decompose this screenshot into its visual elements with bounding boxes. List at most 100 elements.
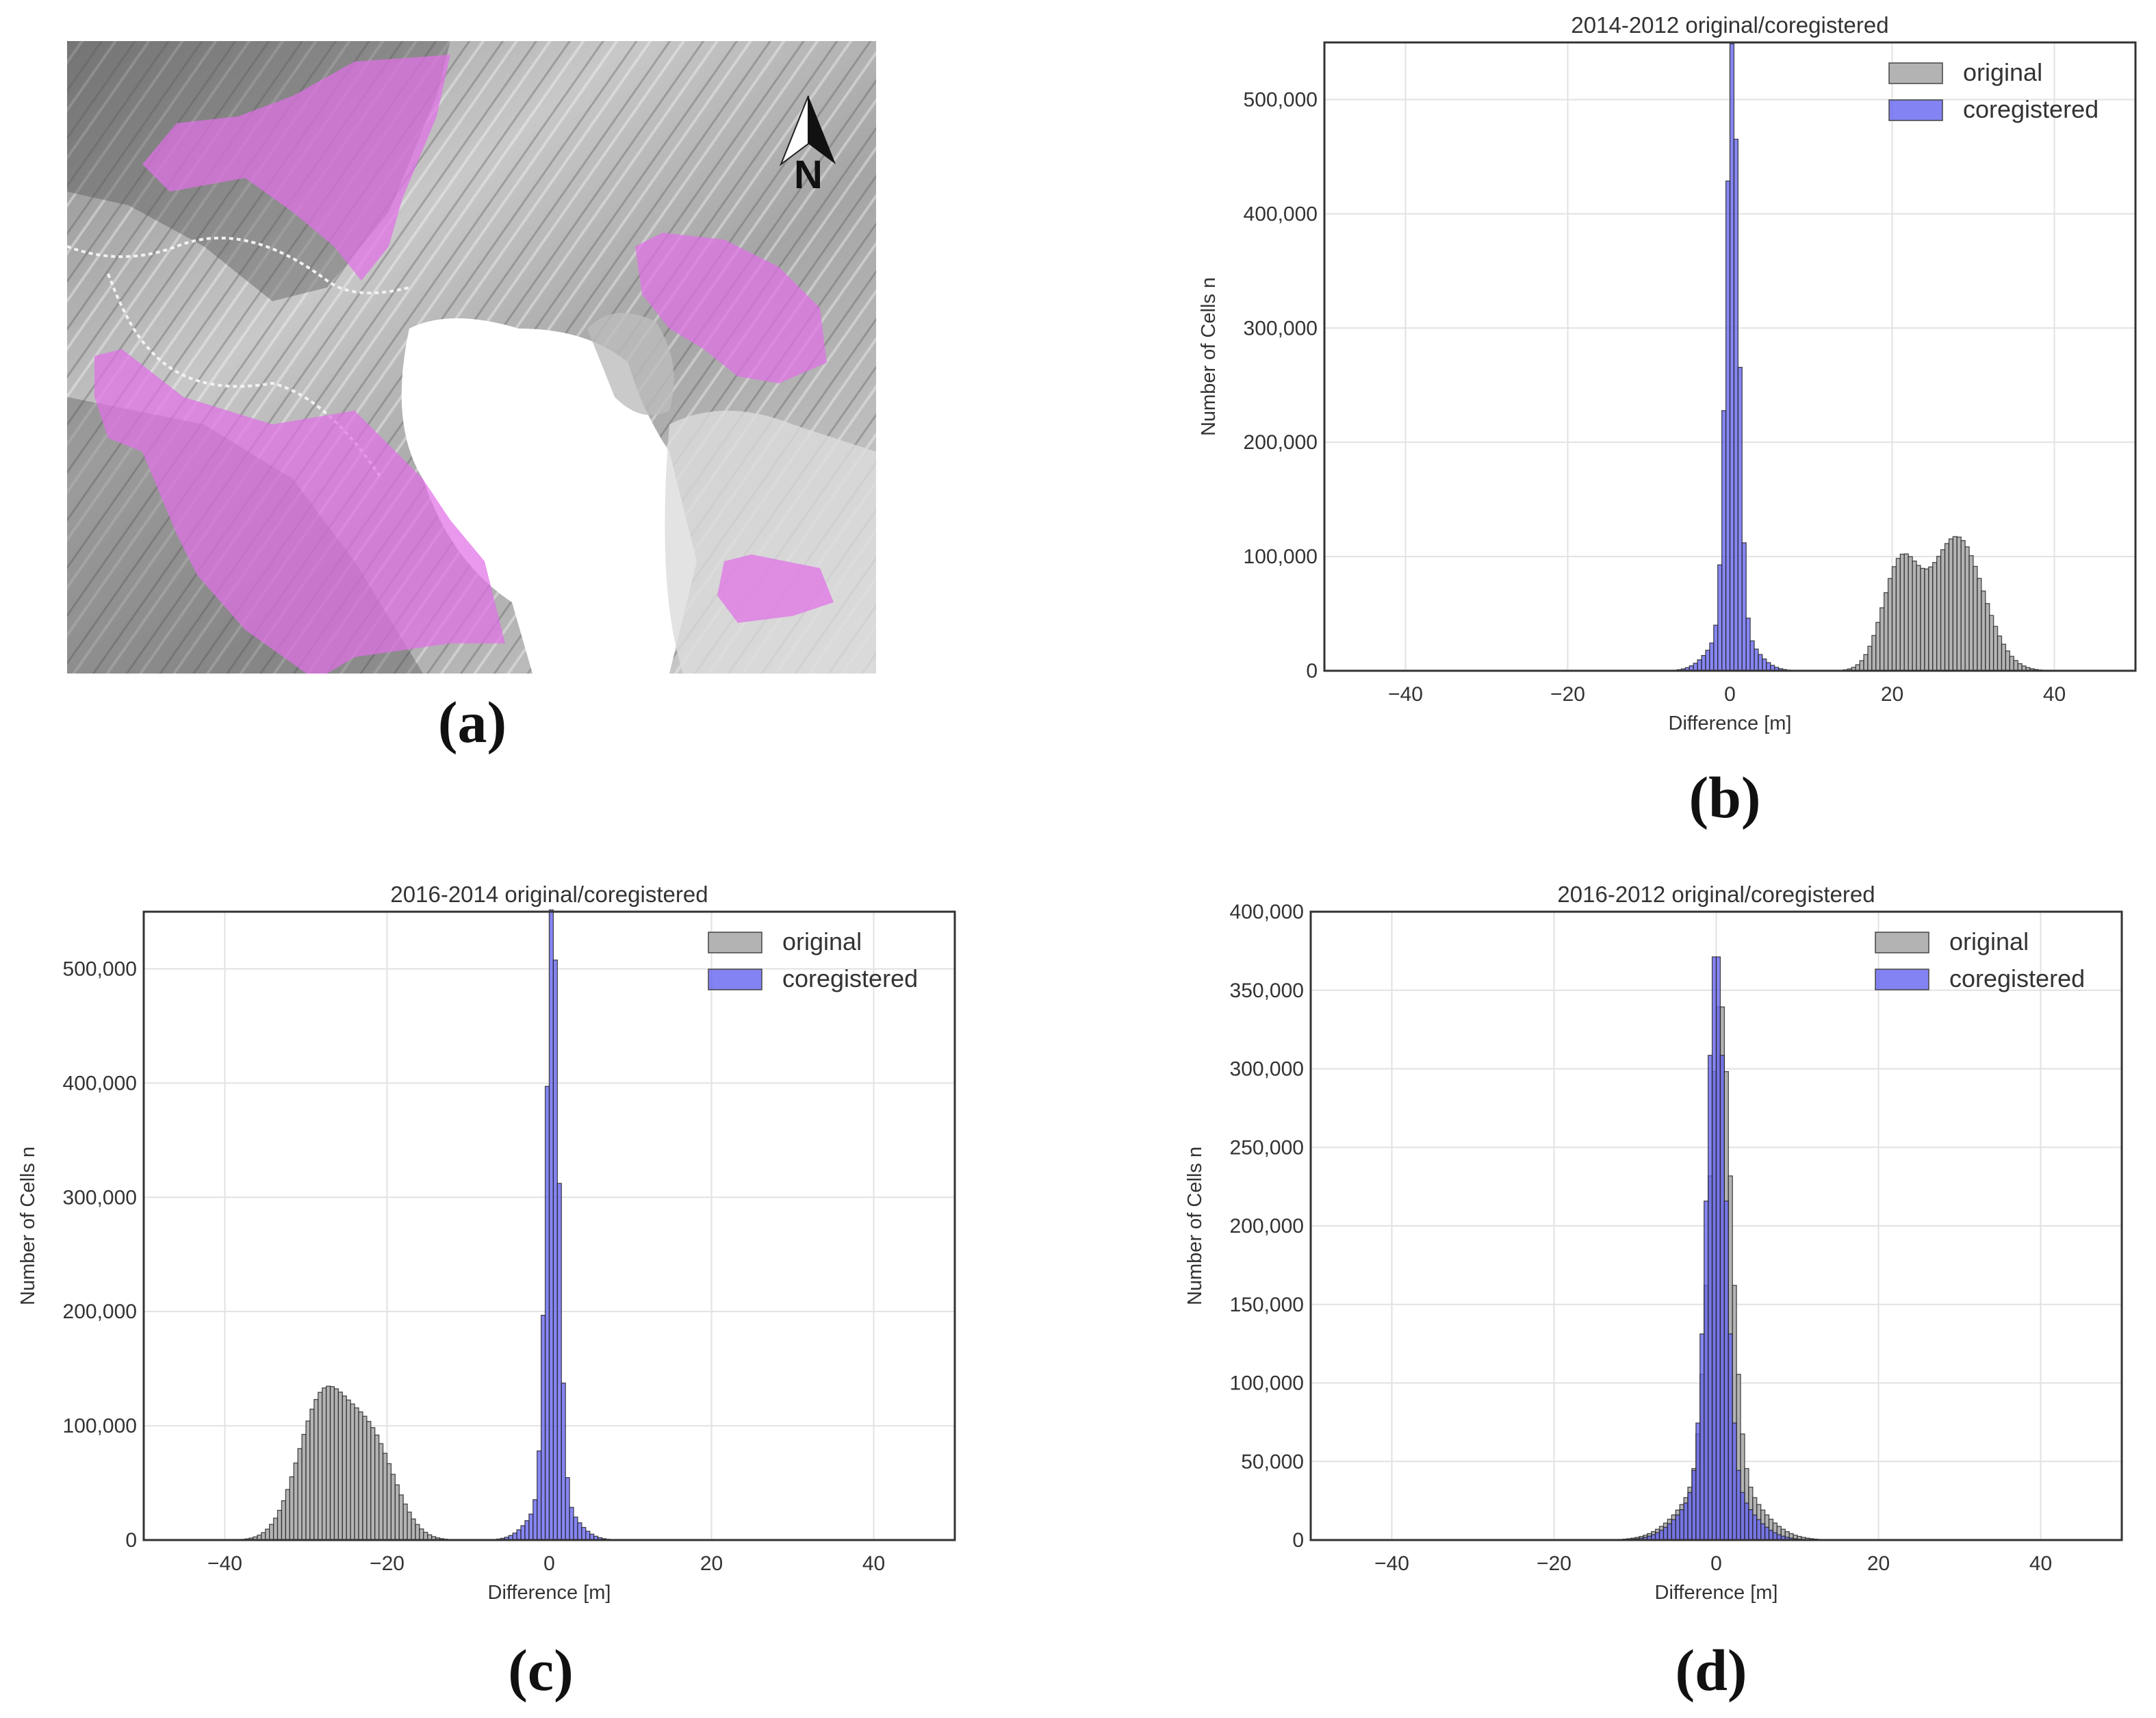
y-tick-label: 400,000: [1244, 203, 1318, 225]
plot-frame: [142, 910, 956, 1541]
bar-coregistered: [1725, 180, 1731, 671]
bar-coregistered: [1729, 43, 1735, 671]
bar-original: [350, 1403, 355, 1541]
histogram-2016-2014: −40 −20 0 20 40 0 100,000 200,000 300,000 400,000…: [17, 882, 956, 1604]
bar-coregistered: [1740, 1491, 1745, 1541]
bar-original: [1863, 654, 1869, 671]
bar-original: [322, 1387, 327, 1541]
bar-original: [415, 1524, 420, 1541]
bar-coregistered: [552, 959, 558, 1541]
bar-original: [1981, 590, 1986, 671]
bar-original: [1867, 645, 1873, 671]
y-axis-label: Number of Cells n: [17, 1146, 39, 1305]
bar-coregistered: [581, 1526, 587, 1541]
bar-original: [1859, 660, 1864, 671]
bar-original: [2005, 650, 2010, 671]
y-tick-label: 200,000: [1230, 1215, 1304, 1238]
bar-original: [390, 1474, 396, 1541]
y-tick-label: 100,000: [1230, 1372, 1304, 1395]
series-coregistered: [491, 909, 615, 1541]
series-original: [236, 1385, 452, 1541]
north-arrow-icon: [779, 95, 836, 166]
bar-original: [305, 1420, 311, 1541]
bar-original: [1912, 561, 1917, 671]
x-tick-label: 40: [862, 1552, 885, 1575]
bar-coregistered: [569, 1507, 574, 1541]
legend-swatch-original: [1875, 932, 1929, 953]
bar-original: [346, 1399, 351, 1541]
bar-original: [1903, 553, 1909, 671]
bar-original: [2001, 643, 2007, 671]
bar-original: [313, 1398, 319, 1541]
legend-swatch-coregistered: [1888, 99, 1943, 121]
x-tick-label: −20: [370, 1552, 405, 1575]
x-tick-label: 40: [2043, 683, 2066, 706]
bar-original: [419, 1528, 424, 1541]
plot-frame: [1323, 41, 2137, 672]
bar-original: [1973, 565, 1978, 671]
bar-original: [394, 1484, 400, 1541]
bar-coregistered: [565, 1477, 570, 1541]
north-label: N: [794, 153, 823, 197]
y-tick-label: 150,000: [1230, 1294, 1304, 1316]
bar-coregistered: [1748, 1509, 1754, 1541]
bar-coregistered: [1737, 366, 1743, 671]
bar-coregistered: [585, 1530, 591, 1541]
bar-original: [382, 1452, 388, 1541]
bar-coregistered: [1723, 1201, 1729, 1541]
histogram-2016-2012: −40 −20 0 20 40 0 50,000 100,000 150,000 200,000 2…: [1184, 882, 2123, 1604]
bar-original: [378, 1443, 384, 1541]
bar-original: [1964, 546, 1970, 671]
bar-original: [1928, 566, 1934, 671]
x-tick-label: −40: [1388, 683, 1423, 706]
bar-coregistered: [1752, 1514, 1758, 1541]
bar-original: [1895, 558, 1901, 671]
bar-original: [1940, 549, 1946, 671]
bar-original: [269, 1524, 274, 1541]
bar-coregistered: [1745, 617, 1751, 671]
bar-original: [265, 1528, 270, 1541]
legend-swatch-original: [708, 932, 762, 953]
legend-label-original: original: [1963, 58, 2042, 86]
bar-original: [366, 1421, 372, 1541]
bar-original: [1952, 536, 1958, 671]
bar-coregistered: [1699, 1333, 1705, 1541]
y-tick-label: 100,000: [1244, 546, 1318, 568]
bar-original: [309, 1409, 315, 1541]
chart-title: 2016-2012 original/coregistered: [1557, 882, 1875, 907]
panel-label-d: (d): [1675, 1637, 1747, 1703]
bar-original: [423, 1532, 428, 1541]
y-tick-label: 400,000: [63, 1072, 137, 1094]
bar-coregistered: [1772, 1532, 1778, 1541]
histogram-2014-2012: −40 −20 0 20 40 0 100,000 200,000 300,000 400,000…: [1198, 12, 2137, 734]
y-tick-label: 350,000: [1230, 979, 1304, 1002]
bar-original: [407, 1511, 412, 1541]
bar-coregistered: [528, 1513, 534, 1541]
bar-coregistered: [548, 909, 554, 1541]
bar-coregistered: [1744, 1502, 1749, 1541]
y-tick-label: 250,000: [1230, 1136, 1304, 1159]
y-tick-label: 300,000: [1230, 1058, 1304, 1081]
bar-original: [2009, 656, 2014, 671]
bar-original: [293, 1462, 298, 1541]
y-tick-label: 300,000: [63, 1186, 137, 1209]
bar-coregistered: [544, 1086, 550, 1541]
panel-label-a: (a): [437, 689, 507, 755]
y-axis-label: Number of Cells n: [1184, 1146, 1206, 1305]
bar-original: [1908, 556, 1913, 671]
bar-original: [1992, 626, 1999, 671]
bar-original: [1985, 603, 1990, 671]
y-tick-label: 300,000: [1244, 317, 1318, 339]
bar-original: [354, 1407, 359, 1541]
bar-original: [333, 1388, 339, 1541]
bar-original: [329, 1386, 335, 1541]
x-tick-label: 0: [543, 1552, 555, 1575]
bar-coregistered: [573, 1516, 578, 1541]
y-tick-label: 500,000: [63, 958, 137, 980]
bar-original: [272, 1517, 279, 1541]
bar-original: [289, 1476, 294, 1541]
bar-coregistered: [1671, 1519, 1676, 1541]
legend-label-coregistered: coregistered: [782, 964, 918, 992]
bar-coregistered: [1756, 1519, 1762, 1541]
y-axis-label: Number of Cells n: [1198, 277, 1220, 436]
